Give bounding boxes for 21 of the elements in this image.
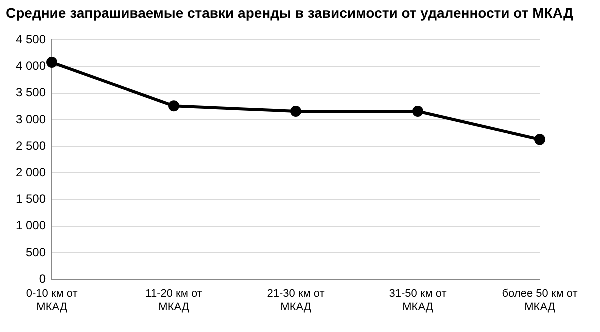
chart-title: Средние запрашиваемые ставки аренды в зависимости от удаленности от МКАД xyxy=(5,4,574,23)
point xyxy=(168,100,180,112)
y-tick-label: 3 500 xyxy=(16,86,46,100)
x-tick-label: 31-50 км от МКАД xyxy=(389,288,447,314)
y-tick-label: 4 000 xyxy=(16,59,46,74)
y-tick-label: 1 500 xyxy=(16,192,46,206)
x-tick-label: 11-20 км от МКАД xyxy=(146,288,202,314)
point xyxy=(412,106,424,117)
y-tick-label: 500 xyxy=(26,245,46,260)
y-tick-label: 0 xyxy=(39,272,46,286)
y-tick-label: 2 500 xyxy=(16,138,46,153)
y-tick-label: 1 000 xyxy=(16,218,46,233)
y-tick-label: 3 000 xyxy=(16,112,46,126)
y-tick-label: 2 000 xyxy=(16,166,46,180)
point xyxy=(290,106,302,117)
x-tick-label: 21-30 км от МКАД xyxy=(267,288,325,314)
point xyxy=(534,134,546,146)
x-tick-label: более 50 км от МКАД xyxy=(502,288,578,314)
x-tick-label: 0-10 км от МКАД xyxy=(26,288,78,314)
y-tick-label: 4 500 xyxy=(16,32,46,47)
point xyxy=(46,57,58,68)
